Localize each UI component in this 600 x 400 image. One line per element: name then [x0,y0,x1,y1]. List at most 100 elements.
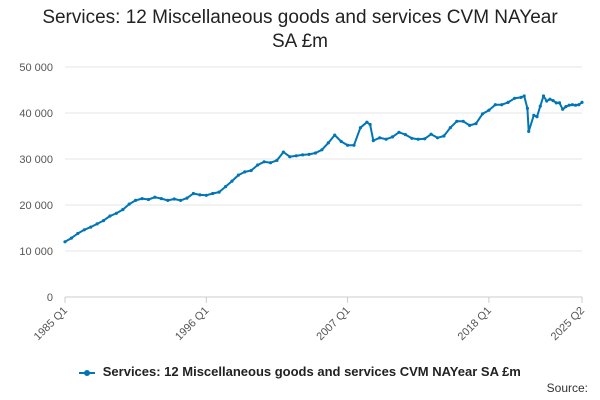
data-point [146,197,151,202]
data-point [564,105,568,109]
x-tick-label: 2025 Q2 [549,305,587,343]
data-point [487,108,491,112]
series-line [64,95,583,243]
series-layer [63,94,584,244]
data-point [541,94,546,98]
data-point [249,168,253,173]
y-tick-label: 10 000 [19,246,53,258]
data-point [191,191,195,196]
data-point [548,97,552,101]
data-point [513,96,517,100]
chart-title-line-2: SA £m [272,31,328,52]
data-point [378,136,382,140]
data-point [339,139,343,144]
data-point [185,196,189,200]
data-point [557,101,562,105]
data-point [365,120,369,124]
legend-swatch [79,368,96,378]
data-point [545,99,549,103]
x-axis: 1985 Q1 1996 Q1 2007 Q1 2018 Q1 2025 Q2 [32,297,587,343]
data-point [500,103,504,107]
data-point [301,153,305,157]
data-point [166,198,170,202]
legend-label: Services: 12 Miscellaneous goods and ser… [102,364,521,379]
chart-title-line-1: Services: 12 Miscellaneous goods and ser… [42,7,558,28]
data-point [89,225,93,229]
data-point [82,228,86,232]
data-point [236,173,240,177]
data-point [519,95,523,99]
data-point [172,197,176,201]
data-point [204,193,208,197]
data-point [288,155,292,159]
data-point [313,151,318,155]
data-point [397,130,401,134]
data-point [127,202,131,206]
data-point [294,154,298,158]
data-point [480,112,485,116]
legend: Services: 12 Miscellaneous goods and ser… [0,364,600,379]
data-point [320,148,324,152]
data-point [538,104,542,108]
data-point [230,179,234,183]
data-point [211,191,215,196]
chart-title: Services: 12 Miscellaneous goods and ser… [0,6,600,54]
data-point [108,214,112,218]
x-tick-label: 2018 Q1 [456,305,494,343]
data-point [506,100,510,104]
data-point [435,136,440,140]
data-point [410,136,414,140]
data-point [567,103,571,107]
data-point [493,103,497,107]
data-point [352,143,356,147]
y-tick-label: 50 000 [19,62,53,74]
data-point [76,231,80,236]
data-point [262,160,266,164]
data-point [140,197,144,201]
data-point [256,163,260,167]
data-point [243,170,247,174]
data-point [346,143,350,147]
data-point [63,240,67,244]
data-point [561,107,565,111]
data-point [101,219,106,223]
data-point [448,126,452,130]
data-point [532,113,536,117]
data-point [416,137,420,141]
data-point [580,100,584,104]
data-point [535,115,539,119]
y-tick-label: 40 000 [19,108,53,120]
data-point [326,141,330,145]
data-point [224,185,228,189]
y-tick-label: 20 000 [19,200,53,212]
data-point [275,158,279,162]
gridlines [65,66,582,298]
data-point [468,123,472,127]
data-point [198,193,202,197]
data-point [442,134,446,138]
data-point [307,152,311,156]
data-point [474,122,478,126]
data-point [455,119,459,123]
data-point [577,103,581,107]
data-point [403,133,407,137]
data-point [461,119,465,123]
data-point [268,161,273,165]
data-point [134,198,138,202]
data-point [574,103,578,107]
data-point [69,236,73,240]
data-point [333,133,337,137]
data-point [358,126,362,130]
data-point [281,150,285,154]
data-point [371,139,375,143]
data-point [551,99,555,103]
data-point [522,94,526,98]
source-label: Source: [546,381,588,395]
data-point [368,122,372,127]
data-point [423,137,427,141]
data-point [429,132,433,136]
y-tick-label: 0 [47,292,53,304]
data-point [217,190,221,194]
data-point [384,137,388,141]
